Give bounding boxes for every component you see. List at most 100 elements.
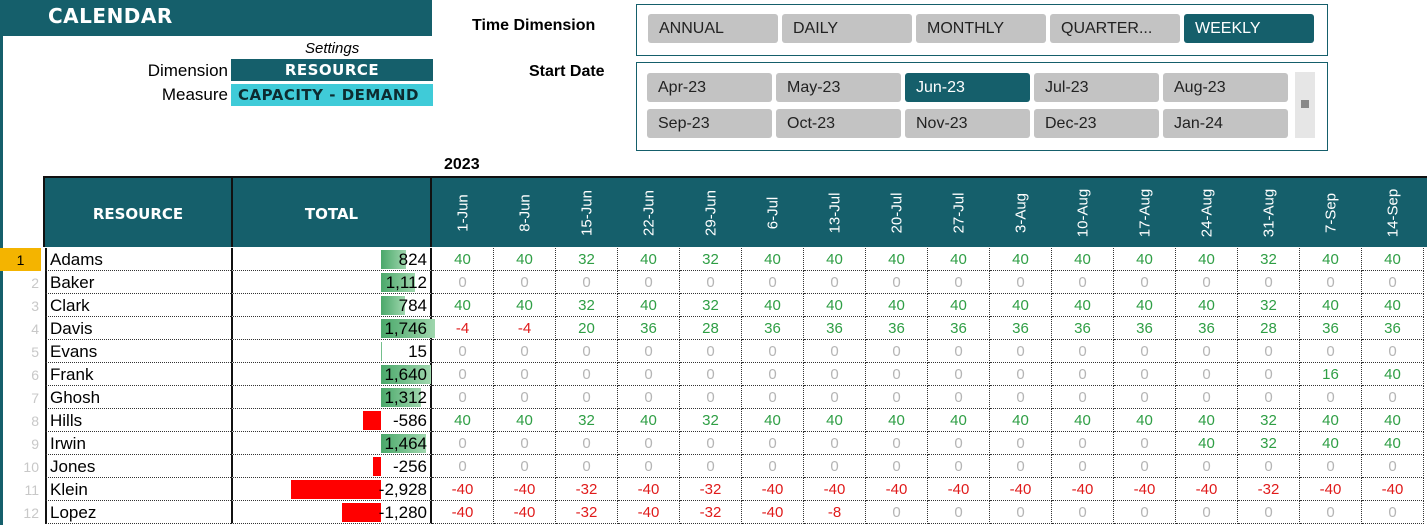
value-cell[interactable]: 0 [1176, 501, 1238, 524]
total-cell[interactable]: 1,746 [231, 317, 435, 340]
value-cell[interactable]: 0 [990, 363, 1052, 386]
value-cell[interactable]: 40 [432, 409, 494, 432]
value-cell[interactable]: 0 [494, 432, 556, 455]
value-cell[interactable]: 0 [1300, 340, 1362, 363]
resource-name-cell[interactable]: Lopez [45, 501, 231, 524]
value-cell[interactable]: 0 [1052, 432, 1114, 455]
total-cell[interactable]: 784 [231, 294, 432, 317]
value-cell[interactable]: 40 [432, 248, 494, 271]
value-cell[interactable]: 36 [742, 317, 804, 340]
value-cell[interactable]: 0 [494, 386, 556, 409]
value-cell[interactable]: 0 [928, 271, 990, 294]
value-cell[interactable]: 0 [556, 363, 618, 386]
value-cell[interactable]: 0 [742, 363, 804, 386]
value-cell[interactable]: 0 [494, 340, 556, 363]
value-cell[interactable]: -4 [432, 317, 494, 340]
measure-dropdown[interactable]: CAPACITY - DEMAND [231, 84, 433, 106]
start-date-option[interactable]: Jan-24 [1163, 109, 1288, 138]
value-cell[interactable]: 36 [618, 317, 680, 340]
value-cell[interactable]: -32 [680, 478, 742, 501]
value-cell[interactable]: 40 [1114, 294, 1176, 317]
value-cell[interactable]: 0 [432, 340, 494, 363]
value-cell[interactable]: 36 [804, 317, 866, 340]
value-cell[interactable]: 0 [990, 271, 1052, 294]
value-cell[interactable]: 0 [1300, 455, 1362, 478]
start-date-option[interactable]: Oct-23 [776, 109, 901, 138]
value-cell[interactable]: 0 [680, 455, 742, 478]
value-cell[interactable]: 0 [1176, 455, 1238, 478]
resource-name-cell[interactable]: Hills [45, 409, 231, 432]
value-cell[interactable]: 40 [804, 409, 866, 432]
value-cell[interactable]: 0 [928, 455, 990, 478]
row-number[interactable]: 6 [31, 367, 39, 383]
value-cell[interactable]: 0 [990, 340, 1052, 363]
value-cell[interactable]: 0 [1300, 501, 1362, 524]
value-cell[interactable]: 0 [804, 386, 866, 409]
time-dimension-option[interactable]: QUARTER... [1050, 14, 1180, 43]
value-cell[interactable]: 0 [1052, 271, 1114, 294]
value-cell[interactable]: 0 [928, 386, 990, 409]
value-cell[interactable]: 40 [494, 248, 556, 271]
value-cell[interactable]: 0 [866, 340, 928, 363]
value-cell[interactable]: 0 [1052, 386, 1114, 409]
value-cell[interactable]: -40 [618, 501, 680, 524]
value-cell[interactable]: 0 [1238, 363, 1300, 386]
row-number[interactable]: 8 [31, 413, 39, 429]
value-cell[interactable]: 40 [1362, 432, 1424, 455]
total-cell[interactable]: -586 [231, 409, 432, 432]
value-cell[interactable]: 0 [556, 455, 618, 478]
value-cell[interactable]: 40 [928, 248, 990, 271]
value-cell[interactable]: 0 [742, 271, 804, 294]
value-cell[interactable]: 0 [556, 340, 618, 363]
value-cell[interactable]: 40 [432, 294, 494, 317]
value-cell[interactable]: 0 [804, 340, 866, 363]
value-cell[interactable]: 0 [618, 363, 680, 386]
value-cell[interactable]: 0 [1114, 386, 1176, 409]
value-cell[interactable]: 0 [432, 455, 494, 478]
value-cell[interactable]: 0 [618, 271, 680, 294]
value-cell[interactable]: -4 [494, 317, 556, 340]
value-cell[interactable]: 0 [1176, 363, 1238, 386]
total-cell[interactable]: 1,112 [231, 271, 432, 294]
value-cell[interactable]: 0 [1300, 271, 1362, 294]
value-cell[interactable]: -40 [494, 478, 556, 501]
value-cell[interactable]: 0 [990, 501, 1052, 524]
value-cell[interactable]: 40 [928, 409, 990, 432]
resource-name-cell[interactable]: Jones [45, 455, 231, 478]
value-cell[interactable]: 40 [618, 294, 680, 317]
value-cell[interactable]: 40 [866, 409, 928, 432]
value-cell[interactable]: 0 [804, 271, 866, 294]
value-cell[interactable]: 0 [928, 432, 990, 455]
value-cell[interactable]: 0 [928, 363, 990, 386]
value-cell[interactable]: 32 [1238, 432, 1300, 455]
value-cell[interactable]: 0 [804, 432, 866, 455]
total-cell[interactable]: 1,464 [231, 432, 432, 455]
value-cell[interactable]: 36 [990, 317, 1052, 340]
value-cell[interactable]: 0 [990, 432, 1052, 455]
row-number[interactable]: 1 [0, 248, 41, 271]
value-cell[interactable]: -40 [1300, 478, 1362, 501]
value-cell[interactable]: -32 [680, 501, 742, 524]
value-cell[interactable]: 0 [1238, 386, 1300, 409]
time-dimension-option[interactable]: WEEKLY [1184, 14, 1314, 43]
value-cell[interactable]: 0 [1052, 340, 1114, 363]
value-cell[interactable]: 0 [1238, 501, 1300, 524]
value-cell[interactable]: 0 [1238, 271, 1300, 294]
value-cell[interactable]: 28 [680, 317, 742, 340]
value-cell[interactable]: 40 [1300, 409, 1362, 432]
value-cell[interactable]: 40 [866, 294, 928, 317]
value-cell[interactable]: 0 [1176, 386, 1238, 409]
value-cell[interactable]: 0 [680, 340, 742, 363]
start-date-option[interactable]: Apr-23 [647, 73, 772, 102]
resource-name-cell[interactable]: Evans [45, 340, 231, 363]
value-cell[interactable]: 40 [1362, 294, 1424, 317]
value-cell[interactable]: 32 [1238, 409, 1300, 432]
value-cell[interactable]: 40 [928, 294, 990, 317]
value-cell[interactable]: 40 [1176, 432, 1238, 455]
value-cell[interactable]: 0 [432, 363, 494, 386]
value-cell[interactable]: 36 [1114, 317, 1176, 340]
value-cell[interactable]: 36 [866, 317, 928, 340]
resource-name-cell[interactable]: Klein [45, 478, 231, 501]
value-cell[interactable]: 0 [1114, 363, 1176, 386]
value-cell[interactable]: 0 [928, 340, 990, 363]
